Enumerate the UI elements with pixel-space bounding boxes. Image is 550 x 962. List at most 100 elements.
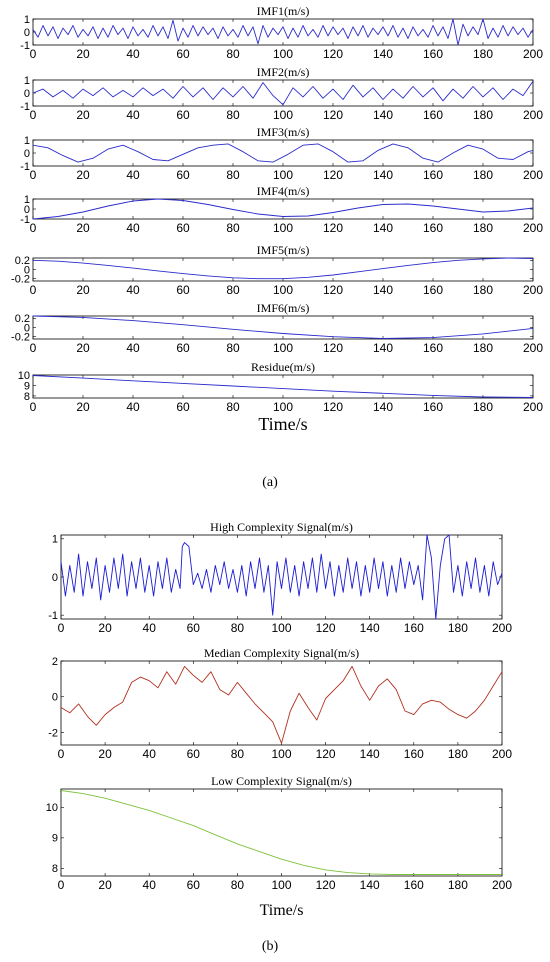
y-tick-label: 9 (52, 833, 58, 845)
x-tick-label: 120 (323, 47, 343, 61)
y-tick-label: 10 (46, 802, 58, 814)
x-tick-label: 120 (323, 168, 343, 182)
series-line (32, 143, 534, 163)
x-tick-label: 40 (126, 221, 140, 235)
y-tick-label: 10 (18, 370, 30, 382)
x-tick-label: 180 (448, 747, 468, 761)
plot-frame (32, 374, 534, 399)
x-tick-label: 200 (523, 108, 543, 122)
y-tick-label: -1 (48, 610, 58, 622)
y-tick-label: 0.2 (15, 313, 30, 325)
x-tick-label: 140 (373, 47, 393, 61)
x-tick-label: 140 (373, 168, 393, 182)
chart-7: Residue(m/s) 0 20 40 60 80 100 120 140 160 180 200 8… (18, 360, 544, 434)
panel-a-label: (a) (262, 475, 278, 490)
plot-frame (32, 79, 534, 107)
x-tick-label: 20 (76, 400, 90, 414)
chart-9: Median Complexity Signal(m/s)0 20 40 60 80 10… (48, 646, 512, 761)
x-tick-label: 180 (473, 47, 493, 61)
chart-title: Residue(m/s) (251, 360, 315, 374)
charts-container: IMF1(m/s)0 20 40 60 80 100 120 140 160 180 200-101… (11, 4, 543, 919)
x-tick-label: 180 (448, 878, 468, 892)
x-tick-label: 80 (226, 400, 240, 414)
x-axis-label: Time/s (260, 902, 304, 919)
x-tick-label: 160 (423, 47, 443, 61)
plot-frame (32, 139, 534, 167)
x-tick-label: 180 (473, 168, 493, 182)
chart-title: Low Complexity Signal(m/s) (211, 774, 352, 788)
chart-title: IMF2(m/s) (257, 65, 310, 79)
chart-5: IMF5(m/s) 0 20 40 60 80 100 120 140 160 180 200 -0.2… (11, 243, 543, 297)
y-tick-label: 2 (52, 656, 58, 668)
x-tick-label: 80 (231, 621, 245, 635)
x-tick-label: 160 (423, 221, 443, 235)
x-tick-label: 40 (126, 400, 140, 414)
x-tick-label: 200 (523, 341, 543, 355)
x-tick-label: 80 (226, 341, 240, 355)
y-tick-label: -1 (20, 101, 30, 113)
chart-title: IMF5(m/s) (257, 243, 310, 257)
series-line (32, 375, 534, 398)
y-tick-label: 0 (52, 572, 58, 584)
x-tick-label: 140 (373, 221, 393, 235)
chart-title: IMF4(m/s) (257, 184, 310, 198)
x-tick-label: 100 (273, 108, 293, 122)
x-tick-label: 60 (176, 221, 190, 235)
x-tick-label: 200 (523, 400, 543, 414)
x-tick-label: 80 (226, 168, 240, 182)
x-tick-label: 120 (316, 878, 336, 892)
x-tick-label: 120 (323, 283, 343, 297)
x-tick-label: 160 (423, 168, 443, 182)
x-tick-label: 60 (187, 878, 201, 892)
x-tick-label: 0 (30, 341, 37, 355)
x-tick-label: 120 (323, 108, 343, 122)
x-tick-label: 160 (404, 878, 424, 892)
x-tick-label: 80 (226, 108, 240, 122)
x-tick-label: 100 (273, 400, 293, 414)
x-tick-label: 180 (473, 400, 493, 414)
x-tick-label: 60 (187, 621, 201, 635)
chart-title: Median Complexity Signal(m/s) (204, 646, 359, 660)
x-tick-label: 160 (423, 341, 443, 355)
x-tick-label: 40 (143, 747, 157, 761)
x-tick-label: 100 (273, 47, 293, 61)
chart-title: IMF1(m/s) (257, 4, 310, 18)
y-tick-label: -1 (20, 161, 30, 173)
x-tick-label: 20 (98, 747, 112, 761)
chart-4: IMF4(m/s)0 20 40 60 80 100 120 140 160 180 200-101 (20, 184, 543, 235)
x-tick-label: 40 (126, 168, 140, 182)
x-tick-label: 40 (126, 47, 140, 61)
y-tick-label: 1 (24, 135, 30, 147)
x-tick-label: 80 (231, 878, 245, 892)
x-tick-label: 100 (273, 341, 293, 355)
x-tick-label: 180 (473, 283, 493, 297)
x-tick-label: 0 (30, 108, 37, 122)
x-tick-label: 140 (373, 108, 393, 122)
y-tick-label: 8 (24, 391, 30, 403)
x-tick-label: 20 (76, 168, 90, 182)
x-tick-label: 40 (143, 621, 157, 635)
x-tick-label: 120 (323, 400, 343, 414)
chart-3: IMF3(m/s)0 20 40 60 80 100 120 140 160 180 200-101 (20, 125, 543, 182)
x-tick-label: 200 (492, 747, 512, 761)
chart-10: Low Complexity Signal(m/s) 0 20 40 60 80 100 12… (46, 774, 513, 919)
x-tick-label: 180 (473, 108, 493, 122)
x-tick-label: 60 (176, 108, 190, 122)
x-tick-label: 160 (404, 621, 424, 635)
x-tick-label: 0 (30, 400, 37, 414)
x-tick-label: 200 (492, 878, 512, 892)
y-tick-label: -0.2 (11, 332, 30, 344)
chart-2: IMF2(m/s)0 20 40 60 80 100 120 140 160 180 200-101 (20, 65, 543, 122)
x-tick-label: 40 (126, 108, 140, 122)
x-tick-label: 120 (316, 747, 336, 761)
chart-8: High Complexity Signal(m/s) 0 20 40 60 80 100 1… (48, 520, 512, 635)
x-tick-label: 100 (273, 221, 293, 235)
series-line (60, 665, 503, 744)
x-tick-label: 120 (316, 621, 336, 635)
y-tick-label: 1 (24, 194, 30, 206)
y-tick-label: -1 (20, 214, 30, 226)
plot-frame (32, 257, 534, 282)
y-tick-label: 1 (52, 534, 58, 546)
x-tick-label: 100 (271, 747, 291, 761)
x-tick-label: 0 (30, 47, 37, 61)
